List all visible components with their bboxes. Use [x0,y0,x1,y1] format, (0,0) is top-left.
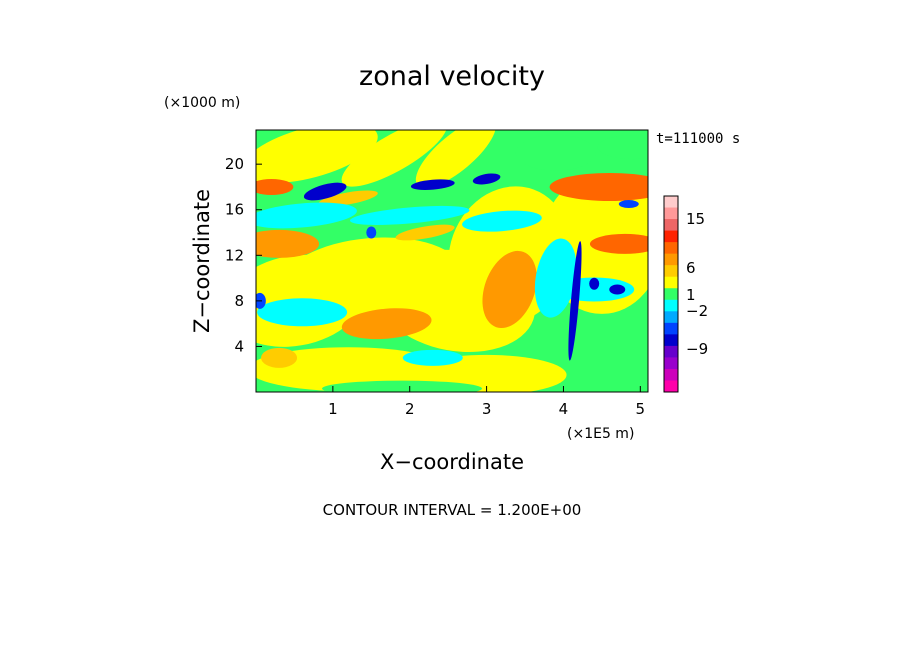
contour-region [589,233,648,254]
contour-region [341,130,448,187]
colorbar-band [664,345,678,358]
contour-region [341,308,432,340]
contour-region [609,284,626,295]
x-axis: 1 2 3 4 5 [328,386,645,418]
x-tick-label: 5 [636,400,646,418]
velocity-field [256,130,648,392]
colorbar-tick-label: 1 [686,286,696,304]
x-tick-label: 2 [405,400,415,418]
colorbar-tick-label: 15 [686,210,705,228]
time-label: t=111000 s [656,131,740,147]
colorbar-ticks: 15 6 1−2 −9 [686,210,708,358]
x-tick-label: 3 [482,400,492,418]
contour-region [318,190,378,207]
contour-region [515,134,596,171]
y-axis-label: Z−coordinate [190,189,214,333]
contour-region [256,229,320,258]
x-tick-label: 4 [559,400,569,418]
colorbar-tick-label: 6 [686,259,696,277]
colorbar-band [664,219,678,232]
contour-region [472,173,501,185]
colorbar-band [664,196,678,209]
contour-region [303,182,347,201]
y-tick-label: 16 [225,201,244,219]
contour-region [257,298,348,327]
colorbar-band [664,311,678,324]
contour-region [402,349,463,366]
contour-region [589,277,600,290]
plot-area [255,129,649,393]
contour-region [261,347,298,368]
chart-title: zonal velocity [359,61,545,92]
contour-region [256,130,378,183]
colorbar [663,195,679,393]
contour-region [568,241,582,361]
colorbar-tick-label: −9 [686,340,708,358]
x-unit-label: (×1E5 m) [567,426,634,442]
y-tick-label: 4 [234,337,244,355]
contour-region [349,205,470,225]
contour-region [322,380,483,392]
colorbar-band [664,299,678,312]
contour-region [256,347,449,392]
contour-region [462,210,542,232]
contour-region [395,224,455,241]
colorbar-band [664,242,678,255]
y-tick-label: 12 [225,246,244,264]
y-unit-label: (×1000 m) [164,95,240,111]
contour-region [410,179,455,191]
y-tick-label: 8 [234,292,244,310]
contour-region [618,200,639,209]
colorbar-band [664,207,678,220]
colorbar-tick-label: −2 [686,302,708,320]
colorbar-band [664,322,678,335]
contour-region [415,130,496,188]
contour-region [366,226,377,239]
colorbar-band [664,368,678,381]
colorbar-band [664,380,678,393]
colorbar-band [664,253,678,266]
colorbar-band [664,230,678,243]
contour-region [256,202,357,229]
contour-region [482,250,537,329]
colorbar-band [664,357,678,370]
plot-frame [255,129,649,393]
contour-region [597,135,648,160]
colorbar-band [664,265,678,278]
y-axis: 4 8 12 16 20 [225,155,262,355]
colorbar-band [664,276,678,289]
colorbar-frame [663,195,679,393]
x-axis-label: X−coordinate [380,450,524,474]
contour-interval-note: CONTOUR INTERVAL = 1.200E+00 [323,501,582,519]
contour-region [256,178,294,195]
colorbar-band [664,288,678,301]
contour-region [549,172,648,201]
colorbar-band [664,334,678,347]
y-tick-label: 20 [225,155,244,173]
x-tick-label: 1 [328,400,338,418]
